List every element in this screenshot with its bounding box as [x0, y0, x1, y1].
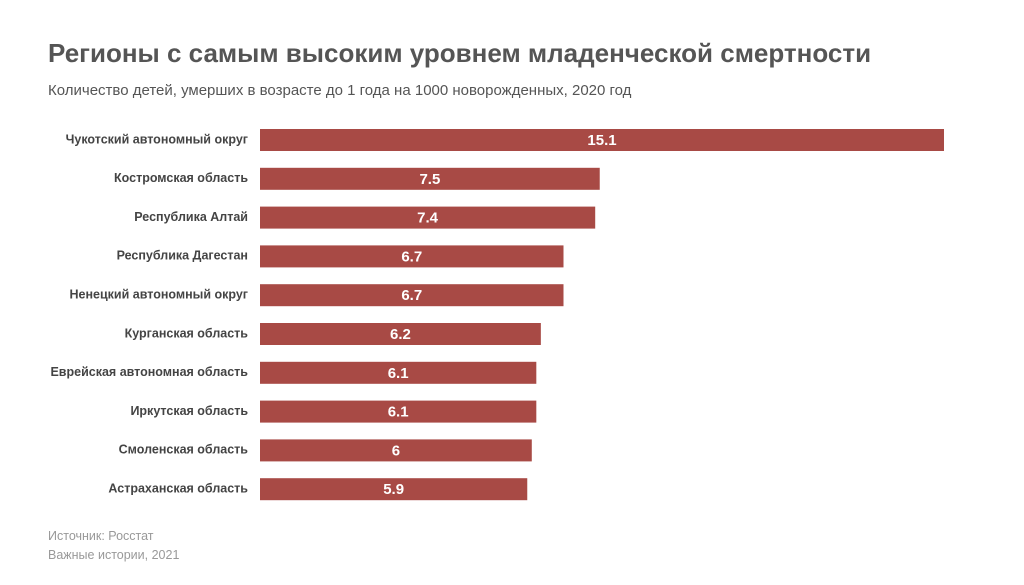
bar [260, 284, 564, 307]
bar [260, 129, 944, 151]
chart-subtitle: Количество детей, умерших в возрасте до … [48, 82, 632, 99]
bar [260, 323, 541, 345]
value-label: 6.1 [388, 365, 409, 382]
bar-row: Чукотский автономный округ 15.1 [66, 129, 944, 151]
category-label: Республика Дагестан [117, 249, 248, 263]
bar-row: Курганская область 6.2 [125, 323, 541, 345]
category-label: Республика Алтай [134, 210, 248, 224]
bar [260, 478, 528, 501]
value-label: 5.9 [383, 481, 404, 498]
category-label: Костромская область [114, 171, 248, 185]
credit-note: Важные истории, 2021 [48, 548, 180, 562]
bar-row: Республика Алтай 7.4 [134, 206, 596, 229]
bar-row: Еврейская автономная область 6.1 [50, 361, 537, 384]
bar [260, 361, 537, 384]
value-label: 6 [392, 442, 400, 459]
value-label: 15.1 [587, 132, 616, 149]
bar [260, 245, 564, 268]
category-label: Смоленская область [119, 443, 249, 457]
value-label: 6.7 [401, 287, 422, 304]
category-label: Чукотский автономный округ [66, 132, 248, 146]
bar-chart: Чукотский автономный округ 15.1 Костромска… [50, 129, 944, 501]
category-label: Астраханская область [108, 481, 248, 495]
bar-row: Иркутская область 6.1 [130, 400, 537, 423]
value-label: 7.5 [419, 171, 440, 188]
value-label: 6.7 [401, 248, 422, 265]
bar [260, 439, 532, 462]
bar-row: Республика Дагестан 6.7 [117, 245, 564, 268]
category-label: Ненецкий автономный округ [70, 287, 249, 301]
category-label: Еврейская автономная область [50, 365, 248, 379]
category-label: Курганская область [125, 326, 249, 340]
value-label: 7.4 [417, 210, 439, 227]
bar-row: Ненецкий автономный округ 6.7 [70, 284, 564, 307]
bar [260, 206, 596, 229]
bar-row: Астраханская область 5.9 [108, 478, 528, 501]
value-label: 6.2 [390, 326, 411, 343]
source-note: Источник: Росстат [48, 529, 154, 543]
bar [260, 400, 537, 423]
value-label: 6.1 [388, 404, 409, 421]
category-label: Иркутская область [130, 404, 248, 418]
bar [260, 167, 600, 190]
bar-row: Смоленская область 6 [119, 439, 532, 462]
chart-title: Регионы с самым высоким уровнем младенче… [48, 38, 872, 68]
bar-row: Костромская область 7.5 [114, 167, 600, 190]
